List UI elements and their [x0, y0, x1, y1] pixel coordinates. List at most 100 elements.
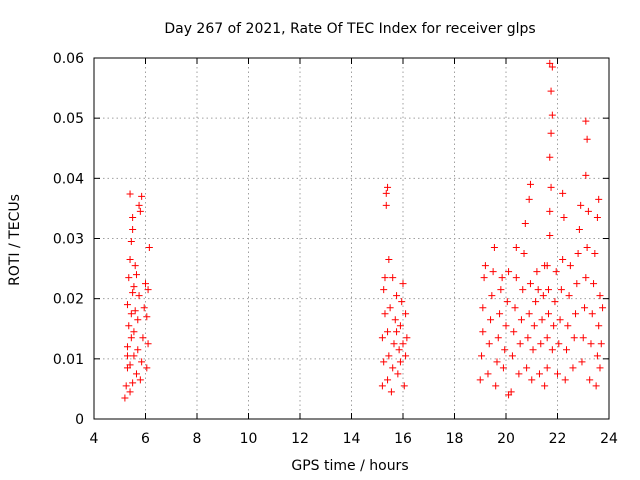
data-point	[501, 346, 509, 354]
data-point	[122, 382, 130, 390]
data-point	[393, 292, 401, 300]
data-point	[520, 250, 528, 258]
data-point	[560, 213, 568, 221]
data-point	[551, 298, 559, 306]
data-point	[512, 244, 520, 252]
data-point	[528, 376, 536, 384]
data-point	[121, 394, 129, 402]
y-tick-label: 0.03	[53, 232, 84, 248]
data-point	[552, 268, 560, 276]
data-point	[596, 364, 604, 372]
data-point	[582, 274, 590, 282]
data-point	[489, 268, 497, 276]
data-point	[399, 340, 407, 348]
data-point	[595, 195, 603, 203]
data-point	[563, 346, 571, 354]
data-point	[394, 370, 402, 378]
x-tick-label: 18	[446, 431, 464, 447]
data-point	[381, 274, 389, 282]
data-point	[395, 346, 403, 354]
data-point	[381, 310, 389, 318]
y-tick-label: 0.06	[53, 51, 84, 67]
data-point	[384, 376, 392, 384]
data-point	[534, 286, 542, 294]
x-tick-label: 24	[600, 431, 618, 447]
data-point	[587, 340, 595, 348]
data-point	[555, 340, 563, 348]
data-point	[136, 376, 144, 384]
data-point	[546, 207, 554, 215]
data-point	[378, 382, 386, 390]
data-point	[125, 274, 133, 282]
data-point	[575, 225, 583, 233]
data-point	[544, 310, 552, 318]
data-point	[517, 316, 525, 324]
y-tick-label: 0.01	[53, 352, 84, 368]
data-point	[484, 370, 492, 378]
data-point	[144, 340, 152, 348]
x-tick-label: 14	[343, 431, 361, 447]
data-point	[378, 334, 386, 342]
data-point	[142, 280, 149, 288]
data-point	[479, 328, 487, 336]
data-point	[525, 195, 533, 203]
data-points	[121, 59, 607, 402]
data-point	[497, 286, 505, 294]
data-point	[131, 307, 139, 315]
data-point	[385, 256, 393, 264]
data-point	[387, 388, 395, 396]
data-point	[126, 361, 134, 369]
data-point	[393, 328, 401, 336]
data-point	[548, 111, 556, 119]
data-point	[396, 358, 404, 366]
data-point	[516, 340, 524, 348]
data-point	[574, 250, 582, 258]
data-point	[382, 189, 390, 197]
data-point	[125, 322, 133, 330]
data-point	[135, 292, 143, 300]
data-point	[572, 310, 580, 318]
data-point	[502, 322, 510, 330]
data-point	[519, 286, 527, 294]
data-point	[566, 262, 574, 270]
data-point	[400, 382, 408, 390]
data-point	[382, 201, 390, 209]
data-point	[481, 262, 489, 270]
x-axis-label: GPS time / hours	[291, 458, 408, 474]
data-point	[512, 274, 520, 282]
data-point	[127, 334, 135, 342]
data-point	[493, 358, 501, 366]
data-point	[143, 364, 151, 372]
data-point	[559, 189, 567, 197]
data-point	[538, 316, 546, 324]
data-point	[547, 87, 555, 95]
data-point	[507, 388, 515, 396]
data-point	[557, 286, 565, 294]
data-point	[380, 358, 388, 366]
data-point	[570, 334, 578, 342]
data-point	[399, 280, 407, 288]
data-point	[129, 289, 137, 297]
data-point	[402, 310, 410, 318]
chart-title: Day 267 of 2021, Rate Of TEC Index for r…	[164, 21, 535, 37]
data-point	[487, 316, 495, 324]
data-point	[541, 382, 549, 390]
data-point	[547, 183, 555, 191]
data-point	[138, 192, 146, 200]
data-point	[591, 250, 599, 258]
data-point	[129, 379, 137, 387]
data-point	[548, 63, 556, 71]
data-point	[145, 244, 153, 252]
data-point	[135, 201, 143, 209]
data-point	[505, 268, 513, 276]
data-point	[583, 244, 591, 252]
x-tick-label: 12	[291, 431, 309, 447]
data-point	[131, 262, 139, 270]
data-point	[564, 322, 572, 330]
x-tick-label: 4	[90, 431, 99, 447]
data-point	[126, 190, 134, 198]
data-point	[526, 280, 534, 288]
data-point	[556, 316, 564, 324]
data-point	[579, 334, 587, 342]
data-point	[588, 310, 596, 318]
